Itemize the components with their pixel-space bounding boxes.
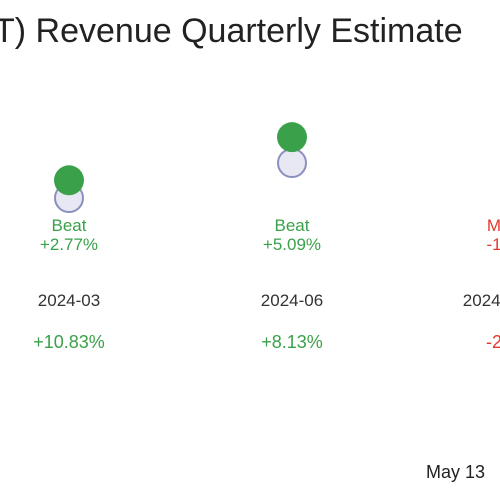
growth-percent: +10.83% bbox=[33, 332, 105, 352]
quarter-label: 2024-09 bbox=[462, 291, 500, 310]
result-label: Beat bbox=[274, 216, 310, 235]
quarter-column-2024-03: Beat +2.77% bbox=[0, 216, 169, 254]
surprise-percent: +2.77% bbox=[39, 235, 99, 254]
quarter-column-2024-09: M -1 bbox=[394, 216, 500, 254]
surprise-percent: +5.09% bbox=[262, 235, 322, 254]
quarter-label: 2024-06 bbox=[260, 291, 324, 310]
surprise-percent: -1 bbox=[486, 235, 500, 254]
estimate-marker-2024-06 bbox=[277, 148, 307, 178]
date-stamp: May 13 bbox=[426, 462, 486, 482]
actual-marker-2024-06 bbox=[277, 122, 307, 153]
result-label: Beat bbox=[51, 216, 87, 235]
growth-percent: -2 bbox=[485, 332, 500, 352]
quarter-label: 2024-03 bbox=[37, 291, 101, 310]
result-label: M bbox=[486, 216, 500, 235]
actual-marker-2024-03 bbox=[54, 165, 84, 196]
chart-title: (YT) Revenue Quarterly Estimate bbox=[0, 12, 463, 50]
quarter-column-2024-06: Beat +5.09% bbox=[192, 216, 392, 254]
growth-percent: +8.13% bbox=[261, 332, 323, 352]
